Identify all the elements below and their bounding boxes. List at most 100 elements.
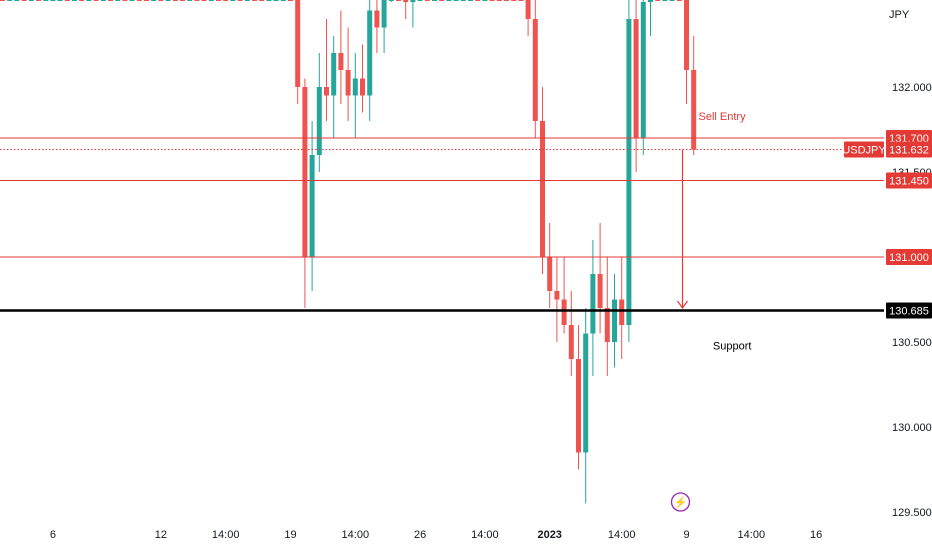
- candle-body: [108, 0, 113, 1]
- event-marker-icon[interactable]: [670, 492, 691, 512]
- candle-body: [43, 0, 49, 1]
- support-level-tag-text: 130.685: [889, 306, 929, 318]
- candle-body: [295, 0, 301, 87]
- candle-body: [273, 0, 279, 1]
- candle-body: [525, 0, 531, 19]
- symbol-tag-text: USDJPY: [842, 145, 886, 157]
- candle-body: [532, 19, 538, 121]
- y-tick-label: 130.500: [892, 337, 932, 349]
- candle-body: [554, 291, 560, 300]
- candle-body: [36, 0, 41, 1]
- x-tick-label: 19: [284, 529, 296, 541]
- candle-body: [259, 0, 265, 1]
- candle-body: [619, 299, 625, 325]
- candle-body: [676, 0, 682, 1]
- candle-body: [367, 10, 373, 96]
- x-tick-label: 14:00: [342, 529, 370, 541]
- candle-body: [612, 299, 617, 342]
- annotations: Sell Entry Support ⚡: [670, 111, 752, 512]
- candle-body: [410, 0, 416, 2]
- price-tags: 131.700131.632USDJPY131.450131.000130.68…: [842, 130, 932, 319]
- support-level-tag[interactable]: [886, 302, 932, 319]
- candle-body: [388, 0, 394, 1]
- candle-body: [468, 0, 473, 1]
- candle-body: [640, 2, 646, 138]
- candle-body: [115, 0, 121, 1]
- candle-body: [540, 121, 545, 257]
- candle-body: [547, 257, 553, 291]
- candle-body: [244, 0, 250, 1]
- candle-body: [633, 19, 639, 138]
- candle-body: [518, 0, 524, 1]
- y-tick-label: 129.500: [892, 507, 932, 519]
- candle-body: [439, 0, 445, 1]
- candle-body: [309, 155, 315, 257]
- sell-entry-label[interactable]: Sell Entry: [699, 111, 747, 123]
- candle-body: [482, 0, 488, 1]
- candle-body: [0, 0, 5, 1]
- candle-body: [669, 0, 675, 1]
- candle-body: [561, 299, 567, 325]
- candle-body: [597, 274, 603, 308]
- candle-body: [453, 0, 459, 1]
- candle-body: [57, 0, 63, 1]
- candle-body: [129, 0, 135, 1]
- candle-body: [655, 0, 661, 1]
- x-tick-label: 14:00: [608, 529, 636, 541]
- level-131000-tag[interactable]: [886, 249, 932, 265]
- candle-body: [511, 0, 517, 1]
- candle-body: [475, 0, 481, 1]
- candle-body: [691, 70, 697, 150]
- y-tick-label: 130.000: [892, 422, 932, 434]
- candle-body: [684, 0, 689, 70]
- x-tick-label: 6: [50, 529, 56, 541]
- candle-body: [331, 53, 337, 96]
- candle-body: [424, 0, 430, 1]
- candle-body: [288, 0, 293, 1]
- x-tick-label: 2023: [537, 529, 561, 541]
- candle-body: [504, 0, 509, 1]
- candle-body: [136, 0, 142, 1]
- x-tick-label: 16: [810, 529, 822, 541]
- candle-body: [230, 0, 236, 1]
- candle-body: [626, 19, 632, 325]
- candle-body: [590, 274, 596, 334]
- candle-body: [568, 325, 574, 359]
- candle-body: [266, 0, 272, 1]
- candle-body: [352, 78, 358, 96]
- candle-body: [79, 0, 85, 1]
- symbol-tag[interactable]: [844, 141, 884, 158]
- candle-body: [223, 0, 229, 1]
- candle-body: [604, 308, 610, 342]
- candle-body: [396, 0, 401, 1]
- x-tick-label: 26: [414, 529, 426, 541]
- x-tick-label: 9: [683, 529, 689, 541]
- candle-body: [72, 0, 77, 1]
- sell-arrow-head: [677, 300, 688, 310]
- candle-body: [381, 0, 387, 28]
- candle-body: [64, 0, 70, 1]
- candle-body: [93, 0, 99, 1]
- support-label[interactable]: Support: [713, 340, 752, 352]
- current-price-tag[interactable]: [886, 141, 932, 158]
- candle-body: [576, 359, 581, 453]
- horizontal-levels: [0, 137, 884, 312]
- candle-body: [252, 0, 257, 1]
- time-axis[interactable]: 6 12 14:00 19 14:00 26 14:00 2023 14:00 9 14:00 16: [50, 529, 822, 541]
- candle-body: [165, 0, 171, 1]
- candle-body: [201, 0, 207, 1]
- candle-body: [216, 0, 221, 1]
- candle-body: [489, 0, 495, 1]
- candle-body: [446, 0, 452, 1]
- level-131000-tag-text: 131.000: [889, 252, 929, 264]
- level-131450-tag-text: 131.450: [889, 176, 929, 188]
- event-marker-glyph: ⚡: [674, 496, 688, 509]
- x-tick-label: 14:00: [738, 529, 766, 541]
- level-131450-tag[interactable]: [886, 172, 932, 189]
- candle-body: [122, 0, 128, 1]
- candle-body: [324, 87, 329, 96]
- candle-body: [158, 0, 164, 1]
- candle-body: [28, 0, 34, 1]
- candle-body: [345, 70, 351, 96]
